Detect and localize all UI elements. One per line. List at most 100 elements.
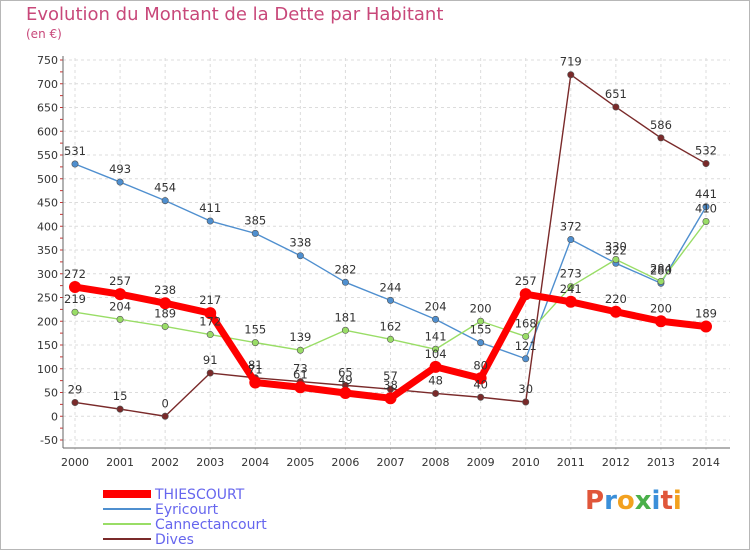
- data-point-dives: [657, 134, 665, 142]
- y-tick-label: 750: [37, 54, 58, 67]
- data-point-cannectancourt: [702, 218, 710, 226]
- data-point-eyricourt: [341, 278, 349, 286]
- data-point-dives: [161, 412, 169, 420]
- data-label-cannectancourt: 200: [470, 301, 492, 315]
- data-point-eyricourt: [251, 229, 259, 237]
- data-point-cannectancourt: [251, 339, 259, 347]
- data-point-dives: [71, 398, 79, 406]
- data-point-thiescourt: [474, 372, 487, 385]
- x-tick-label: 2000: [61, 456, 89, 469]
- data-point-thiescourt: [114, 288, 127, 301]
- data-point-thiescourt: [429, 360, 442, 373]
- data-label-eyricourt: 372: [560, 220, 582, 234]
- x-tick-label: 2010: [512, 456, 540, 469]
- data-label-eyricourt: 493: [109, 162, 131, 176]
- x-tick-label: 2002: [151, 456, 179, 469]
- data-label-thiescourt: 80: [473, 358, 488, 372]
- data-label-thiescourt: 257: [515, 274, 537, 288]
- data-point-cannectancourt: [71, 308, 79, 316]
- data-label-eyricourt: 280: [650, 263, 672, 277]
- chart-title: Evolution du Montant de la Dette par Hab…: [26, 4, 444, 25]
- data-label-thiescourt: 238: [154, 283, 176, 297]
- data-label-thiescourt: 200: [650, 301, 672, 315]
- data-point-thiescourt: [339, 386, 352, 399]
- data-point-eyricourt: [71, 160, 79, 168]
- x-tick-label: 2004: [241, 456, 269, 469]
- data-label-eyricourt: 204: [425, 299, 447, 313]
- y-tick-label: 150: [37, 339, 58, 352]
- data-point-cannectancourt: [296, 346, 304, 354]
- data-point-eyricourt: [432, 315, 440, 323]
- data-point-cannectancourt: [386, 335, 394, 343]
- x-tick-label: 2005: [286, 456, 314, 469]
- y-tick-label: 400: [37, 220, 58, 233]
- data-point-cannectancourt: [432, 345, 440, 353]
- data-label-dives: 81: [248, 358, 263, 372]
- data-label-dives: 15: [113, 389, 128, 403]
- data-point-cannectancourt: [567, 283, 575, 291]
- x-tick-label: 2013: [647, 456, 675, 469]
- data-label-cannectancourt: 141: [425, 329, 447, 343]
- data-label-eyricourt: 121: [515, 339, 537, 353]
- data-label-dives: 0: [161, 396, 168, 410]
- y-tick-label: 350: [37, 244, 58, 257]
- data-point-eyricourt: [296, 252, 304, 260]
- y-tick-label: 300: [37, 268, 58, 281]
- data-point-cannectancourt: [341, 326, 349, 334]
- data-point-dives: [206, 369, 214, 377]
- y-tick-label: 250: [37, 292, 58, 305]
- data-label-dives: 586: [650, 118, 672, 132]
- x-tick-label: 2001: [106, 456, 134, 469]
- y-tick-label: 450: [37, 197, 58, 210]
- data-label-eyricourt: 155: [470, 323, 492, 337]
- data-point-eyricourt: [567, 236, 575, 244]
- data-label-thiescourt: 71: [248, 363, 263, 377]
- x-tick-label: 2011: [557, 456, 585, 469]
- data-label-eyricourt: 282: [334, 262, 356, 276]
- data-label-cannectancourt: 155: [244, 323, 266, 337]
- data-label-thiescourt: 104: [425, 347, 447, 361]
- logo-letter: P: [585, 486, 605, 516]
- data-point-thiescourt: [294, 381, 307, 394]
- data-label-eyricourt: 531: [64, 144, 86, 158]
- legend-label-eyricourt: Eyricourt: [155, 502, 219, 518]
- data-label-cannectancourt: 172: [199, 315, 221, 329]
- data-label-thiescourt: 257: [109, 274, 131, 288]
- logo-letter: i: [672, 486, 682, 516]
- x-tick-label: 2007: [377, 456, 405, 469]
- y-tick-label: 700: [37, 78, 58, 91]
- data-point-dives: [432, 389, 440, 397]
- data-label-eyricourt: 244: [380, 280, 402, 294]
- legend-label-cannectancourt: Cannectancourt: [155, 517, 267, 533]
- data-point-cannectancourt: [477, 317, 485, 325]
- data-point-cannectancourt: [206, 331, 214, 339]
- data-label-dives: 91: [203, 353, 218, 367]
- x-tick-label: 2008: [422, 456, 450, 469]
- plot-area: [63, 58, 730, 442]
- data-point-thiescourt: [519, 288, 532, 301]
- legend-label-dives: Dives: [155, 532, 194, 548]
- data-label-cannectancourt: 189: [154, 306, 176, 320]
- data-label-dives: 532: [695, 144, 717, 158]
- y-tick-label: 650: [37, 102, 58, 115]
- data-point-thiescourt: [204, 307, 217, 320]
- y-tick-label: 200: [37, 315, 58, 328]
- data-label-cannectancourt: 139: [289, 330, 311, 344]
- data-point-cannectancourt: [657, 277, 665, 285]
- data-point-eyricourt: [522, 355, 530, 363]
- data-label-cannectancourt: 330: [605, 240, 627, 254]
- y-tick-label: 500: [37, 173, 58, 186]
- data-label-eyricourt: 385: [244, 213, 266, 227]
- data-label-eyricourt: 338: [289, 236, 311, 250]
- logo-letter: r: [604, 486, 617, 516]
- data-label-dives: 719: [560, 55, 582, 69]
- data-point-thiescourt: [609, 305, 622, 318]
- logo-letter: x: [634, 486, 652, 516]
- data-label-cannectancourt: 162: [380, 319, 402, 333]
- logo-letter: i: [651, 486, 661, 516]
- data-label-dives: 57: [383, 369, 398, 383]
- data-point-thiescourt: [700, 320, 712, 333]
- y-tick-label: 550: [37, 149, 58, 162]
- y-tick-label: 50: [44, 387, 58, 400]
- data-label-dives: 29: [68, 382, 83, 396]
